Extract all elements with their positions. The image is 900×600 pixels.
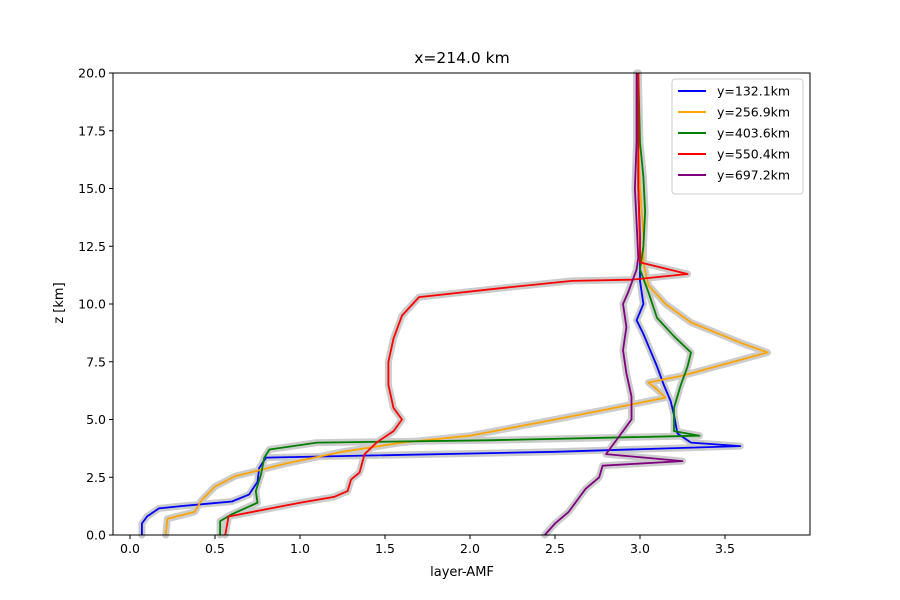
x-axis-ticks: 0.0 0.5 1.0 1.5 2.0 2.5 3.0 3.5	[120, 535, 735, 556]
legend: y=132.1km y=256.9km y=403.6km y=550.4km y=69…	[671, 78, 804, 195]
x-tick-label: 2.5	[545, 541, 565, 556]
y-tick-label: 17.5	[78, 123, 106, 138]
series-line-3	[219, 72, 701, 535]
y-tick-label: 12.5	[78, 239, 106, 254]
series-line-4	[224, 73, 689, 536]
y-axis-label: z [km]	[52, 282, 67, 323]
x-tick-label: 0.5	[205, 541, 225, 556]
y-tick-label: 7.5	[86, 354, 106, 369]
legend-label: y=550.4km	[717, 147, 790, 162]
legend-label: y=697.2km	[717, 168, 790, 183]
y-tick-label: 0.0	[86, 528, 106, 543]
series-lines	[141, 72, 769, 536]
x-tick-label: 3.0	[630, 541, 650, 556]
chart-title: x=214.0 km	[414, 49, 510, 67]
legend-label: y=256.9km	[717, 105, 790, 120]
x-tick-label: 2.0	[460, 541, 480, 556]
x-tick-label: 0.0	[120, 541, 140, 556]
series-line-5	[544, 73, 684, 536]
y-tick-label: 10.0	[78, 297, 106, 312]
x-tick-label: 3.5	[715, 541, 735, 556]
y-tick-label: 15.0	[78, 181, 106, 196]
x-tick-label: 1.0	[290, 541, 310, 556]
y-axis-ticks: 0.0 2.5 5.0 7.5 10.0 12.5 15.0 17.5 20.0	[78, 66, 113, 543]
legend-box	[671, 78, 804, 195]
y-tick-label: 2.5	[86, 470, 106, 485]
y-tick-label: 20.0	[78, 66, 106, 81]
x-tick-label: 1.5	[375, 541, 395, 556]
legend-label: y=403.6km	[717, 126, 790, 141]
legend-label: y=132.1km	[717, 84, 790, 99]
y-tick-label: 5.0	[86, 412, 106, 427]
x-axis-label: layer-AMF	[430, 565, 494, 580]
